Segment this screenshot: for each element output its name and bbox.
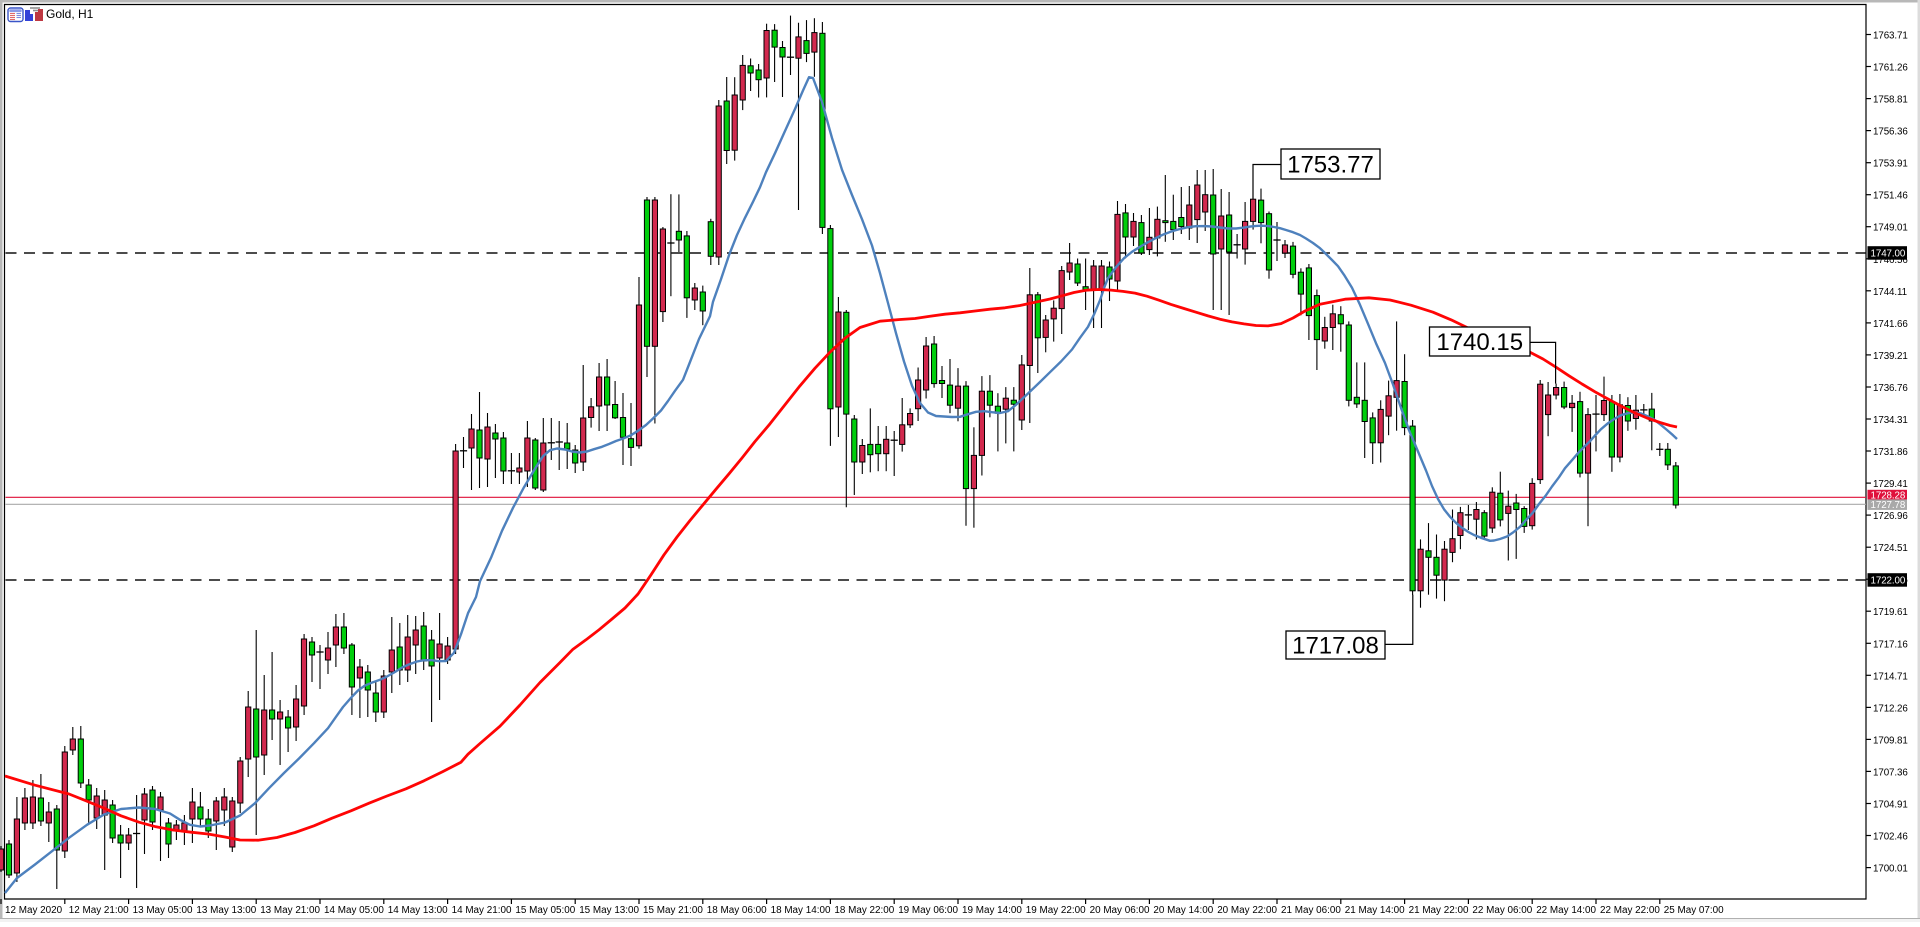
svg-text:14 May 05:00: 14 May 05:00 xyxy=(324,905,384,916)
svg-text:12 May 2020: 12 May 2020 xyxy=(5,905,63,916)
svg-text:1729.41: 1729.41 xyxy=(1873,479,1908,490)
svg-text:20 May 14:00: 20 May 14:00 xyxy=(1153,905,1213,916)
svg-text:1727.78: 1727.78 xyxy=(1871,500,1906,511)
svg-text:22 May 22:00: 22 May 22:00 xyxy=(1600,905,1660,916)
svg-text:1744.11: 1744.11 xyxy=(1873,287,1907,298)
svg-text:13 May 13:00: 13 May 13:00 xyxy=(196,905,256,916)
svg-text:19 May 22:00: 19 May 22:00 xyxy=(1026,905,1086,916)
svg-text:1736.76: 1736.76 xyxy=(1873,383,1908,394)
svg-text:1761.26: 1761.26 xyxy=(1873,63,1908,74)
svg-text:15 May 05:00: 15 May 05:00 xyxy=(515,905,575,916)
svg-text:1747.00: 1747.00 xyxy=(1871,249,1906,260)
svg-text:18 May 14:00: 18 May 14:00 xyxy=(771,905,831,916)
svg-text:1712.26: 1712.26 xyxy=(1873,703,1908,714)
svg-text:14 May 21:00: 14 May 21:00 xyxy=(452,905,512,916)
svg-text:1741.66: 1741.66 xyxy=(1873,319,1908,330)
svg-text:25 May 07:00: 25 May 07:00 xyxy=(1664,905,1724,916)
svg-text:13 May 21:00: 13 May 21:00 xyxy=(260,905,320,916)
svg-text:1734.31: 1734.31 xyxy=(1873,415,1908,426)
svg-text:1714.71: 1714.71 xyxy=(1873,671,1908,682)
svg-text:15 May 13:00: 15 May 13:00 xyxy=(579,905,639,916)
svg-text:1722.00: 1722.00 xyxy=(1871,576,1906,587)
svg-text:19 May 06:00: 19 May 06:00 xyxy=(898,905,958,916)
svg-text:1763.71: 1763.71 xyxy=(1873,31,1908,42)
svg-text:18 May 06:00: 18 May 06:00 xyxy=(707,905,767,916)
svg-text:Gold, H1: Gold, H1 xyxy=(46,7,94,21)
svg-text:1758.81: 1758.81 xyxy=(1873,95,1908,106)
svg-text:13 May 05:00: 13 May 05:00 xyxy=(133,905,193,916)
svg-text:1751.46: 1751.46 xyxy=(1873,191,1908,202)
svg-text:1717.16: 1717.16 xyxy=(1873,639,1908,650)
svg-text:1724.51: 1724.51 xyxy=(1873,543,1908,554)
svg-text:1753.91: 1753.91 xyxy=(1873,159,1908,170)
svg-text:1707.36: 1707.36 xyxy=(1873,767,1908,778)
svg-text:12 May 21:00: 12 May 21:00 xyxy=(69,905,129,916)
svg-text:1753.77: 1753.77 xyxy=(1287,152,1374,179)
svg-text:1726.96: 1726.96 xyxy=(1873,511,1908,522)
svg-text:22 May 14:00: 22 May 14:00 xyxy=(1536,905,1596,916)
svg-text:1704.91: 1704.91 xyxy=(1873,800,1908,811)
svg-text:1756.36: 1756.36 xyxy=(1873,127,1908,138)
svg-text:21 May 22:00: 21 May 22:00 xyxy=(1409,905,1469,916)
svg-text:1719.61: 1719.61 xyxy=(1873,607,1908,618)
svg-text:1709.81: 1709.81 xyxy=(1873,735,1908,746)
svg-text:15 May 21:00: 15 May 21:00 xyxy=(643,905,703,916)
svg-text:1700.01: 1700.01 xyxy=(1873,864,1908,875)
svg-text:1749.01: 1749.01 xyxy=(1873,223,1908,234)
svg-text:19 May 14:00: 19 May 14:00 xyxy=(962,905,1022,916)
svg-text:22 May 06:00: 22 May 06:00 xyxy=(1472,905,1532,916)
svg-text:14 May 13:00: 14 May 13:00 xyxy=(388,905,448,916)
svg-text:18 May 22:00: 18 May 22:00 xyxy=(834,905,894,916)
svg-text:1717.08: 1717.08 xyxy=(1292,633,1379,660)
svg-text:1740.15: 1740.15 xyxy=(1436,329,1523,356)
svg-text:21 May 14:00: 21 May 14:00 xyxy=(1345,905,1405,916)
svg-text:20 May 22:00: 20 May 22:00 xyxy=(1217,905,1277,916)
svg-text:1702.46: 1702.46 xyxy=(1873,832,1908,843)
svg-text:1739.21: 1739.21 xyxy=(1873,351,1908,362)
svg-text:20 May 06:00: 20 May 06:00 xyxy=(1090,905,1150,916)
svg-text:21 May 06:00: 21 May 06:00 xyxy=(1281,905,1341,916)
svg-text:1731.86: 1731.86 xyxy=(1873,447,1908,458)
